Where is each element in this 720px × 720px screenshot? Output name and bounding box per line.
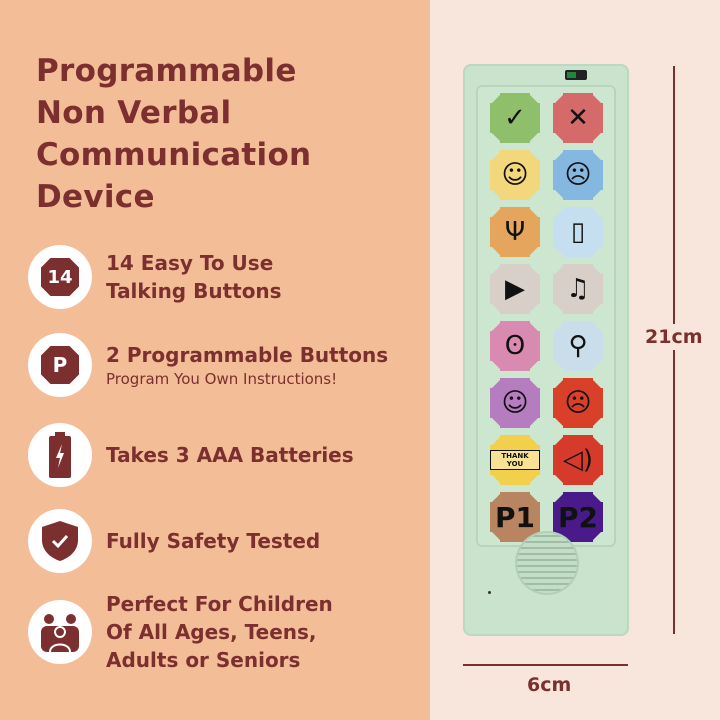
sleepy-face-button[interactable]: ☺ [490, 378, 540, 428]
drink-glass-button[interactable]: ▯ [553, 207, 603, 257]
feature-subtext: Program You Own Instructions! [106, 370, 338, 388]
p1-button[interactable]: P1 [490, 492, 540, 542]
fork-spoon-button[interactable]: Ψ [490, 207, 540, 257]
toilet-icon: ⚲ [568, 331, 588, 361]
communication-device: ✓ ✕ ☺ ☹ Ψ ▯ ▶ ♫ ʘ ⚲ ☺ ☹ THANK YOU ◁) P1 P2 [463, 64, 629, 636]
badge: P [41, 346, 79, 384]
check-icon: ✓ [504, 103, 526, 133]
cross-icon: ✕ [567, 103, 589, 133]
happy-face-button[interactable]: ☺ [490, 150, 540, 200]
family-icon [28, 600, 92, 664]
fourteen-buttons-icon: 14 [28, 245, 92, 309]
speaker-loud-icon: ◁) [562, 445, 594, 475]
height-label: 21cm [645, 324, 703, 350]
drink-glass-icon: ▯ [570, 217, 586, 247]
programmable-button-icon: P [28, 333, 92, 397]
title-line: Device [36, 179, 155, 215]
width-label: 6cm [527, 674, 572, 696]
p2-icon: P2 [557, 500, 598, 534]
tv-icon: ▶ [505, 274, 525, 304]
feature-programmable: P 2 Programmable Buttons Program You Own … [28, 333, 388, 397]
feature-text: Takes 3 AAA Batteries [106, 443, 354, 467]
thank-you-button[interactable]: THANK YOU [490, 435, 540, 485]
feature-text: Of All Ages, Teens, [106, 620, 317, 644]
left-panel: Programmable Non Verbal Communication De… [0, 0, 430, 720]
toilet-button[interactable]: ⚲ [553, 321, 603, 371]
speaker-loud-button[interactable]: ◁) [553, 435, 603, 485]
sad-face-button[interactable]: ☹ [553, 150, 603, 200]
speaker-grille [515, 531, 579, 595]
teddy-bear-button[interactable]: ʘ [490, 321, 540, 371]
music-note-icon: ♫ [566, 274, 590, 304]
feature-text: Perfect For Children [106, 592, 333, 616]
shield-check-icon [28, 509, 92, 573]
feature-text: Talking Buttons [106, 279, 282, 303]
feature-text: 14 Easy To Use [106, 251, 274, 275]
width-arrow [463, 664, 628, 666]
fork-spoon-icon: Ψ [504, 217, 526, 247]
sick-face-button[interactable]: ☹ [553, 378, 603, 428]
title-line: Non Verbal [36, 95, 232, 131]
battery-icon [28, 423, 92, 487]
happy-face-icon: ☺ [501, 160, 529, 190]
microphone-hole [488, 591, 491, 594]
sick-face-icon: ☹ [564, 388, 592, 418]
page-title: Programmable Non Verbal Communication De… [36, 50, 311, 218]
feature-text: Adults or Seniors [106, 648, 301, 672]
cross-button[interactable]: ✕ [553, 93, 603, 143]
title-line: Programmable [36, 53, 297, 89]
power-switch[interactable] [565, 70, 587, 80]
feature-batteries: Takes 3 AAA Batteries [28, 423, 354, 487]
p1-icon: P1 [494, 500, 535, 534]
badge: 14 [41, 258, 79, 296]
check-button[interactable]: ✓ [490, 93, 540, 143]
feature-talking-buttons: 14 14 Easy To Use Talking Buttons [28, 245, 282, 309]
title-line: Communication [36, 137, 312, 173]
height-arrow [673, 66, 675, 634]
sad-face-icon: ☹ [564, 160, 592, 190]
tv-button[interactable]: ▶ [490, 264, 540, 314]
feature-safety: Fully Safety Tested [28, 509, 320, 573]
feature-text: 2 Programmable Buttons [106, 343, 389, 367]
thank-you-icon: THANK YOU [490, 450, 540, 470]
music-note-button[interactable]: ♫ [553, 264, 603, 314]
feature-text: Fully Safety Tested [106, 529, 321, 553]
sleepy-face-icon: ☺ [501, 388, 529, 418]
teddy-bear-icon: ʘ [504, 331, 526, 361]
feature-all-ages: Perfect For Children Of All Ages, Teens, A… [28, 590, 333, 674]
